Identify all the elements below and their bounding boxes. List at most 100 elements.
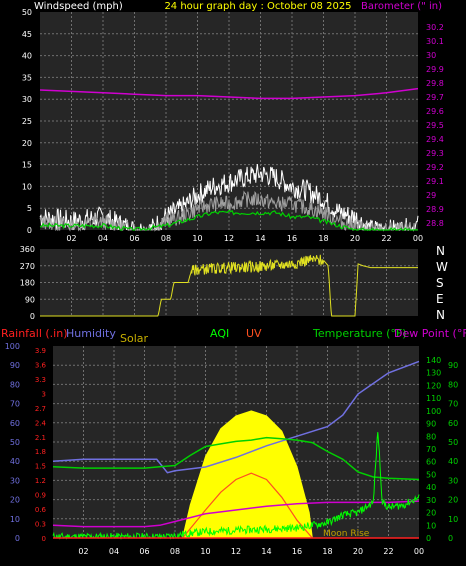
- barometer-tick: 29.1: [426, 177, 444, 186]
- wind-time-tick: 00: [413, 234, 423, 243]
- direction-degree-tick: 360: [20, 245, 35, 254]
- far-right-tick: 0: [448, 534, 453, 543]
- bottom-time-tick: 06: [139, 547, 149, 556]
- wind-time-tick: 04: [98, 234, 108, 243]
- barometer-tick: 28.9: [426, 205, 444, 214]
- humidity-tick: 30: [10, 476, 20, 485]
- barometer-tick: 28.8: [426, 219, 444, 228]
- far-right-tick: 40: [448, 457, 458, 466]
- temperature-tick: 70: [426, 445, 436, 454]
- humidity-tick: 60: [10, 419, 20, 428]
- far-right-tick: 60: [448, 419, 458, 428]
- rainfall-tick: 2.1: [35, 434, 46, 442]
- barometer-tick: 29.4: [426, 135, 444, 144]
- barometer-line: [39, 87, 419, 100]
- rainfall-tick: 0: [42, 535, 46, 543]
- rainfall-tick: 3.3: [35, 376, 46, 384]
- far-right-tick: 30: [448, 476, 458, 485]
- bottom-time-tick: 22: [383, 547, 393, 556]
- barometer-ticks: 30.2 30.1 30 29.9 29.8 29.7 29.6 29.5 29.4 29.3 29…: [426, 23, 444, 228]
- direction-compass-letter: N: [436, 308, 445, 322]
- bottom-time-tick: 12: [231, 547, 241, 556]
- humidity-tick: 80: [10, 380, 20, 389]
- humidity-line: [52, 360, 420, 474]
- far-right-ticks: 90 80 70 60 50 40 30 20 10 0: [448, 361, 458, 543]
- wind-speed-tick: 35: [22, 73, 32, 82]
- temperature-tick: 30: [426, 496, 436, 505]
- temperature-tick: 50: [426, 470, 436, 479]
- direction-degree-tick: 180: [20, 279, 35, 288]
- bottom-time-tick: 16: [292, 547, 302, 556]
- direction-compass-letter: W: [436, 260, 448, 274]
- barometer-tick: 30: [426, 51, 436, 60]
- rainfall-tick: 3.6: [35, 361, 47, 369]
- wind-speed-tick: 30: [22, 95, 32, 104]
- bottom-time-tick: 08: [170, 547, 180, 556]
- barometer-tick: 29.5: [426, 121, 444, 130]
- rainfall-tick: 3.9: [35, 347, 46, 355]
- uv-label: UV: [246, 327, 262, 340]
- wind-data: [39, 87, 419, 232]
- temperature-tick: 120: [426, 381, 441, 390]
- far-right-tick: 70: [448, 400, 458, 409]
- rainfall-tick: 2.4: [35, 419, 47, 427]
- dewpoint-label: Dew Point (°F): [394, 327, 466, 340]
- far-right-tick: 80: [448, 380, 458, 389]
- rainfall-tick: 0.9: [35, 492, 46, 500]
- temperature-tick: 0: [426, 534, 431, 543]
- barometer-axis-title: Barometer (" in): [361, 1, 442, 12]
- uv-line: [182, 472, 313, 539]
- solar-label: Solar: [120, 332, 149, 345]
- humidity-tick: 50: [10, 438, 20, 447]
- wind-speed-tick: 20: [22, 139, 32, 148]
- wind-speed-tick: 25: [22, 117, 32, 126]
- windspeed-axis-title: Windspeed (mph): [34, 1, 123, 12]
- rainfall-tick: 0.6: [35, 506, 47, 514]
- barometer-tick: 30.2: [426, 23, 444, 32]
- wind-speed-tick: 5: [27, 204, 32, 213]
- humidity-tick: 20: [10, 496, 20, 505]
- wind-speed-tick: 50: [22, 8, 32, 17]
- temperature-line: [52, 436, 420, 481]
- direction-degree-tick: 270: [20, 262, 35, 271]
- bottom-time-tick: 10: [200, 547, 210, 556]
- direction-degree-tick: 0: [30, 312, 35, 321]
- direction-data: [40, 254, 418, 317]
- barometer-tick: 29.9: [426, 65, 444, 74]
- wind-time-tick: 12: [224, 234, 234, 243]
- wind-time-tick: 06: [129, 234, 139, 243]
- wind-time-ticks: 02 04 06 08 10 12 14 16 18 20 22 00: [66, 234, 423, 243]
- temperature-tick: 90: [426, 420, 436, 429]
- barometer-tick: 29.7: [426, 93, 444, 102]
- moonrise-label: Moon Rise: [323, 529, 370, 539]
- far-right-tick: 10: [448, 515, 458, 524]
- wind-time-tick: 02: [66, 234, 76, 243]
- temperature-tick: 40: [426, 483, 436, 492]
- barometer-tick: 29.8: [426, 79, 444, 88]
- bottom-time-tick: 04: [109, 547, 119, 556]
- direction-degree-ticks: 360 270 180 90 0: [20, 245, 35, 321]
- temperature-tick: 140: [426, 356, 441, 365]
- barometer-tick: 29.3: [426, 149, 444, 158]
- rainfall-tick: 1.5: [35, 463, 46, 471]
- wind-time-tick: 08: [161, 234, 171, 243]
- rainfall-tick: 1.8: [35, 448, 46, 456]
- wind-time-tick: 14: [255, 234, 265, 243]
- barometer-tick: 29: [426, 191, 436, 200]
- wind-speed-tick: 15: [22, 161, 32, 170]
- far-right-tick: 20: [448, 496, 458, 505]
- temperature-tick: 80: [426, 432, 436, 441]
- wind-time-tick: 22: [381, 234, 391, 243]
- direction-compass-letter: N: [436, 244, 445, 258]
- bottom-data: [52, 360, 420, 540]
- wind-average-line: [39, 209, 419, 231]
- rainfall-tick: 2.7: [35, 405, 46, 413]
- temperature-tick: 20: [426, 509, 436, 518]
